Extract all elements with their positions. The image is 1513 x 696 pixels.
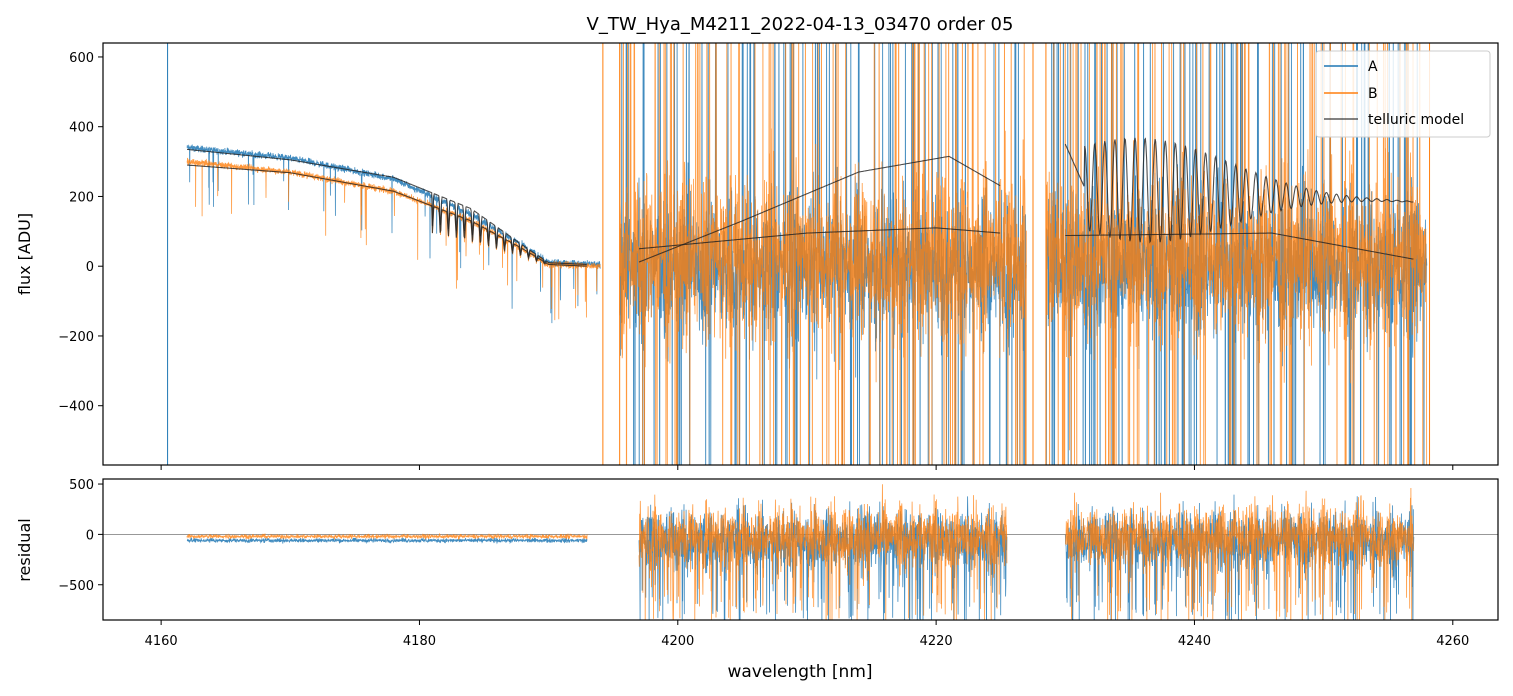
model-curve: [638, 155, 1001, 263]
bottom-ytick-label: 0: [86, 528, 94, 543]
residual-b-line: [186, 484, 1415, 620]
bottom-xtick-label: 4200: [661, 634, 694, 649]
legend-label-b: B: [1368, 86, 1378, 102]
chart-title: V_TW_Hya_M4211_2022-04-13_03470 order 05: [587, 14, 1014, 35]
top-ytick-label: 0: [86, 260, 94, 275]
model-curve: [1064, 137, 1414, 244]
bottom-xtick-label: 4220: [920, 634, 953, 649]
bottom-ytick-label: −500: [58, 579, 94, 594]
model-curve: [638, 227, 1001, 250]
bottom-xtick-label: 4240: [1178, 634, 1211, 649]
legend-label-model: telluric model: [1368, 112, 1464, 128]
bottom-xtick-label: 4160: [145, 634, 178, 649]
model-curve: [1065, 232, 1414, 260]
top-ytick-label: 600: [69, 51, 94, 66]
bottom-ylabel: residual: [15, 518, 34, 581]
top-ytick-label: −200: [58, 330, 94, 345]
legend-box: [1315, 50, 1491, 138]
model-curve: [187, 164, 587, 267]
top-panel: −400 −200 0 200 400 600 flux [ADU] A B tellur…: [15, 42, 1499, 470]
top-ylabel: flux [ADU]: [15, 213, 34, 295]
bottom-ytick-label: 500: [69, 478, 94, 493]
bottom-xtick-label: 4180: [403, 634, 436, 649]
series-b-line: [186, 43, 1428, 465]
top-ytick-label: −400: [58, 400, 94, 415]
top-ytick-label: 200: [69, 190, 94, 205]
bottom-xtick-label: 4260: [1436, 634, 1469, 649]
bottom-axes-frame: [102, 478, 1499, 621]
legend-label-a: A: [1368, 59, 1378, 75]
bottom-panel: −500 0 500 4160 4180 4200 4220 4240 4260 residua…: [15, 478, 1499, 682]
legend: A B telluric model: [1315, 50, 1491, 138]
bottom-xlabel: wavelength [nm]: [727, 662, 872, 682]
top-ytick-label: 400: [69, 121, 94, 136]
top-axes-frame: [102, 42, 1499, 466]
